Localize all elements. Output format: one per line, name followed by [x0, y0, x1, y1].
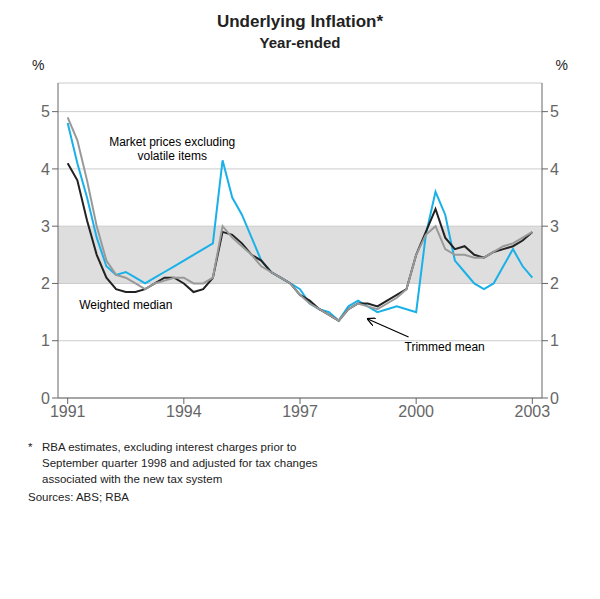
svg-text:4: 4 — [41, 161, 50, 178]
svg-text:1991: 1991 — [50, 403, 86, 420]
svg-text:2000: 2000 — [398, 403, 434, 420]
svg-text:Trimmed mean: Trimmed mean — [405, 340, 485, 354]
html-text:Year-ended: Year-ended — [259, 34, 341, 51]
svg-text:1994: 1994 — [166, 403, 202, 420]
html-text:Sources: ABS; RBA: Sources: ABS; RBA — [28, 491, 129, 503]
svg-text:1997: 1997 — [282, 403, 318, 420]
svg-text:1: 1 — [550, 332, 559, 349]
svg-text:Weighted median: Weighted median — [79, 298, 172, 312]
svg-text:5: 5 — [550, 103, 559, 120]
svg-text:5: 5 — [41, 103, 50, 120]
svg-text:3: 3 — [550, 218, 559, 235]
html-text:associated with the new tax sy: associated with the new tax system — [42, 473, 223, 485]
svg-text:2: 2 — [550, 275, 559, 292]
html-text:RBA estimates, excluding inter: RBA estimates, excluding interest charge… — [42, 441, 297, 453]
svg-text:3: 3 — [41, 218, 50, 235]
svg-text:4: 4 — [550, 161, 559, 178]
svg-text:2: 2 — [41, 275, 50, 292]
svg-text:0: 0 — [550, 390, 559, 407]
html-text:September quarter 1998 and adj: September quarter 1998 and adjusted for … — [42, 457, 318, 469]
svg-text:0: 0 — [41, 390, 50, 407]
svg-text:Market prices excludingvolatil: Market prices excludingvolatile items — [109, 135, 235, 163]
svg-text:1: 1 — [41, 332, 50, 349]
svg-text:2003: 2003 — [515, 403, 551, 420]
html-text:Underlying Inflation*: Underlying Inflation* — [216, 12, 384, 31]
